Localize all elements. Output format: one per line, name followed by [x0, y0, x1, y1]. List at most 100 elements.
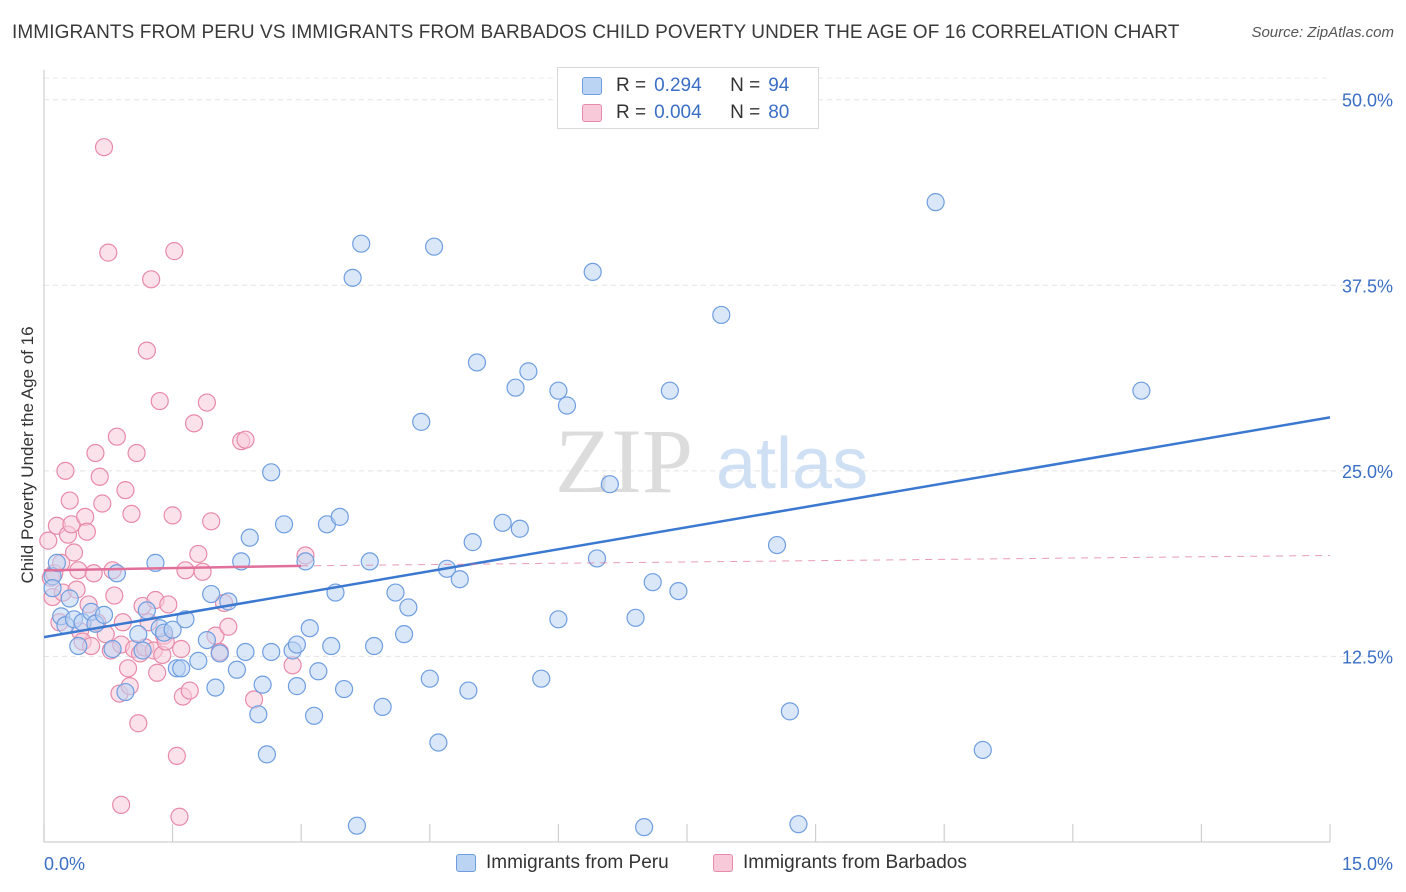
data-point-peru	[116, 682, 135, 702]
data-point-peru	[202, 584, 221, 604]
y-tick-label: 37.5%	[1342, 276, 1393, 296]
data-point-peru	[69, 636, 88, 656]
data-point-peru	[712, 305, 731, 325]
data-point-barbados	[202, 512, 221, 531]
data-point-peru	[767, 535, 787, 555]
data-point-barbados	[129, 714, 148, 733]
data-point-peru	[274, 515, 294, 534]
trend-lines	[43, 416, 1331, 639]
data-point-barbados	[127, 443, 146, 463]
data-point-peru	[330, 507, 349, 526]
data-point-peru	[399, 598, 418, 617]
data-point-peru	[287, 635, 307, 654]
data-point-peru	[510, 519, 529, 538]
data-point-peru	[926, 193, 945, 212]
legend-n-value: 94	[768, 75, 790, 96]
axes	[43, 70, 1331, 843]
legend-n-value: 80	[768, 102, 790, 123]
series-legend: Immigrants from Peru Immigrants from Bar…	[0, 852, 1406, 878]
data-point-peru	[172, 659, 191, 678]
data-point-peru	[133, 641, 152, 660]
correlation-legend: R = 0.294 N = 94 R = 0.004 N = 80	[557, 67, 819, 129]
data-point-peru	[973, 740, 992, 760]
x-tick-label-max: 15.0%	[1342, 854, 1393, 874]
data-point-peru	[549, 381, 568, 400]
data-point-peru	[412, 412, 431, 431]
data-point-barbados	[165, 242, 184, 261]
data-point-peru	[557, 396, 577, 415]
y-tick-label: 50.0%	[1342, 91, 1393, 111]
data-point-peru	[236, 642, 255, 662]
legend-row-barbados: R = 0.004 N = 80	[582, 100, 789, 126]
data-point-peru	[343, 268, 362, 287]
data-point-peru	[137, 601, 156, 620]
data-point-peru	[107, 564, 126, 583]
data-point-barbados	[193, 562, 212, 581]
data-point-peru	[459, 681, 478, 700]
legend-r-label: R =	[616, 75, 647, 96]
data-point-peru	[420, 669, 439, 688]
data-point-barbados	[64, 543, 84, 562]
data-point-peru	[334, 679, 354, 699]
data-point-barbados	[112, 795, 131, 814]
series-legend-barbados: Immigrants from Barbados	[713, 852, 967, 874]
data-point-peru	[94, 605, 114, 624]
data-point-peru	[249, 705, 268, 724]
data-point-peru	[47, 553, 66, 572]
data-point-barbados	[159, 595, 178, 614]
data-point-peru	[197, 630, 216, 650]
legend-swatch-barbados	[582, 104, 602, 122]
data-point-peru	[424, 237, 444, 256]
data-point-barbados	[116, 481, 135, 500]
data-point-peru	[347, 816, 367, 835]
data-point-barbados	[39, 531, 58, 550]
data-point-peru	[549, 610, 568, 629]
data-point-peru	[322, 636, 341, 656]
data-point-peru	[519, 362, 538, 381]
data-point-peru	[450, 570, 469, 589]
legend-r-value: 0.004	[654, 102, 702, 123]
data-point-peru	[780, 702, 799, 721]
data-point-peru	[626, 608, 645, 627]
data-point-peru	[240, 528, 259, 547]
data-point-peru	[394, 625, 414, 644]
legend-n-label: N =	[730, 75, 761, 96]
data-point-barbados	[219, 617, 238, 636]
trend-line-barbados-extension	[301, 554, 1331, 567]
data-point-barbados	[122, 504, 141, 524]
data-point-barbados	[118, 659, 138, 678]
data-point-barbados	[77, 522, 96, 541]
series-name-barbados: Immigrants from Barbados	[743, 852, 967, 873]
data-point-barbados	[167, 746, 186, 765]
data-point-barbados	[107, 427, 126, 446]
data-point-peru	[253, 675, 272, 694]
data-point-barbados	[94, 138, 114, 157]
data-point-peru	[210, 644, 229, 663]
data-point-barbados	[236, 430, 255, 449]
data-point-barbados	[99, 243, 118, 262]
data-point-peru	[635, 818, 654, 837]
data-point-peru	[129, 625, 148, 644]
data-point-peru	[373, 697, 392, 717]
watermark-zip: ZIP	[555, 410, 693, 512]
legend-swatch-peru	[582, 77, 602, 95]
data-point-barbados	[170, 807, 189, 826]
data-point-peru	[429, 733, 448, 752]
data-point-peru	[587, 549, 607, 568]
data-point-barbados	[176, 561, 195, 580]
y-axis-label: Child Poverty Under the Age of 16	[18, 326, 37, 583]
data-point-peru	[643, 573, 662, 592]
data-point-barbados	[60, 491, 79, 510]
data-point-barbados	[172, 639, 191, 659]
data-point-barbados	[93, 494, 112, 513]
data-point-peru	[660, 381, 679, 400]
trend-line-peru	[43, 416, 1331, 639]
data-point-barbados	[142, 270, 161, 289]
data-point-barbados	[137, 341, 156, 360]
data-point-peru	[669, 581, 688, 601]
data-point-peru	[257, 745, 277, 764]
data-point-peru	[176, 610, 195, 629]
data-point-peru	[463, 533, 482, 552]
data-point-peru	[287, 677, 307, 696]
